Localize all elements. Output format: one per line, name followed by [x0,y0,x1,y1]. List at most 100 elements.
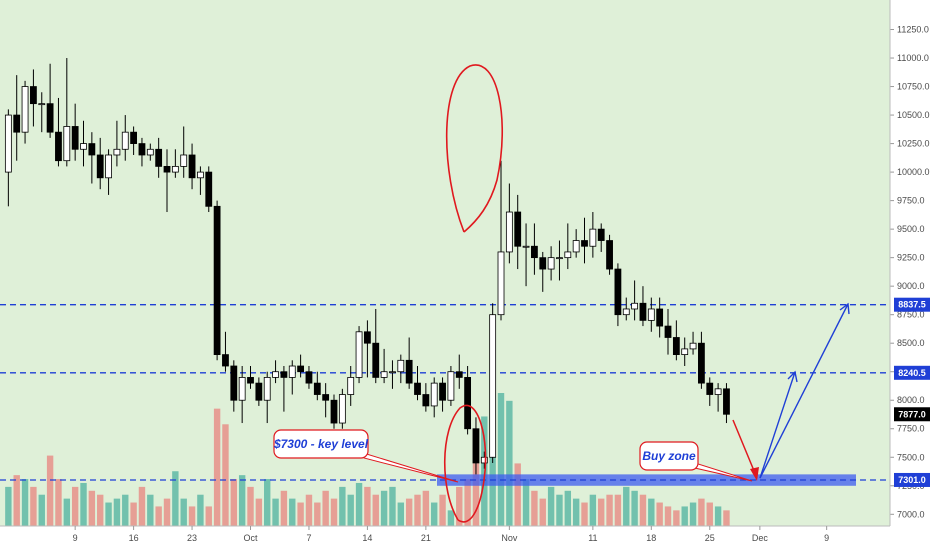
price-tick-label: 7750.0 [897,424,925,434]
volume-bar [13,475,20,526]
volume-bars [5,393,730,526]
volume-bar [372,494,379,526]
volume-bar [46,455,54,526]
bear-candle [706,382,714,395]
projection-arrow-line [759,303,849,479]
volume-bar [297,502,304,526]
volume-bar [631,490,638,526]
bear-candle [330,399,338,424]
volume-bar [147,494,154,526]
bull-candle [338,394,346,424]
time-axis-background [0,526,890,550]
bear-candle [55,131,62,162]
volume-bar [673,510,680,526]
bull-candle [572,240,580,253]
volume-bar [130,502,137,526]
bear-candle [531,245,538,259]
bull-candle [430,382,438,407]
volume-bar [247,486,254,526]
volume-bar [405,498,413,526]
time-tick-label: 25 [705,533,715,543]
bull-candle [689,342,697,350]
volume-bar [71,486,79,526]
price-tick-label: 11000.0 [897,53,929,63]
volume-bar [564,490,572,526]
bear-candle [130,131,138,144]
bear-candle [723,388,730,415]
bear-candle [163,165,171,173]
volume-bar [614,494,622,526]
bull-candle [238,377,246,401]
price-tick-label: 9500.0 [897,224,925,234]
candles [4,58,730,475]
volume-bar [5,486,12,526]
volume-bar [88,490,96,526]
bear-candle [71,126,79,150]
bear-candle [30,86,37,105]
level-price-badge-text: 8837.5 [898,300,926,310]
time-tick-label: Nov [501,533,518,543]
price-tick-label: 10000.0 [897,167,930,177]
volume-bar [80,482,87,526]
price-tick-label: 7000.0 [897,509,925,519]
volume-bar [664,506,672,526]
bull-candle [272,371,279,378]
volume-bar [389,486,396,526]
bull-candle [121,131,129,150]
volume-bar [155,506,162,526]
bear-candle [472,428,480,464]
volume-bar [648,498,655,526]
bear-candle [672,337,680,356]
callout-buy-zone-box [639,441,699,471]
bull-candle [447,371,455,401]
bull-candle [4,114,12,173]
volume-bar [656,502,663,526]
volume-bar [105,502,112,526]
bull-candle [547,257,555,270]
bull-candle [647,308,655,321]
time-tick-label: 9 [73,533,78,543]
volume-bar [714,506,722,526]
annotations: $7300 - key level Buy zone [273,64,850,523]
volume-bar [556,494,563,526]
volume-bar [531,490,538,526]
projection-arrow-head [839,302,850,315]
bull-candle [197,171,204,179]
time-tick-label: 18 [646,533,656,543]
volume-bar [305,494,313,526]
bull-candle [505,211,513,253]
volume-bar [347,494,354,526]
buy-zone-rect [437,474,856,486]
bear-candle [255,382,263,401]
bear-candle [222,354,229,367]
volume-bar [447,510,455,526]
volume-bar [272,498,279,526]
price-axis-background [890,0,932,550]
volume-bar [264,479,271,526]
volume-bar [514,463,521,526]
bull-candle [489,314,497,458]
bear-candle [639,302,647,321]
level-price-badge-text: 7301.0 [898,475,926,485]
volume-bar [63,498,71,526]
volume-bar [97,494,104,526]
time-tick-label: 21 [421,533,431,543]
volume-bar [330,498,338,526]
price-tick-label: 10500.0 [897,110,930,120]
bear-candle [464,377,472,430]
volume-bar [280,490,288,526]
volume-bar [222,424,229,526]
volume-bar [639,494,647,526]
volume-bar [180,498,187,526]
price-tick-label: 10250.0 [897,139,930,149]
bull-candle [80,143,87,150]
bear-candle [213,205,221,356]
volume-bar [397,502,405,526]
bear-candle [581,240,588,247]
bull-candle [263,377,271,401]
volume-bar [314,502,321,526]
bear-candle [656,308,664,327]
spike-highlight-circle [445,64,503,233]
